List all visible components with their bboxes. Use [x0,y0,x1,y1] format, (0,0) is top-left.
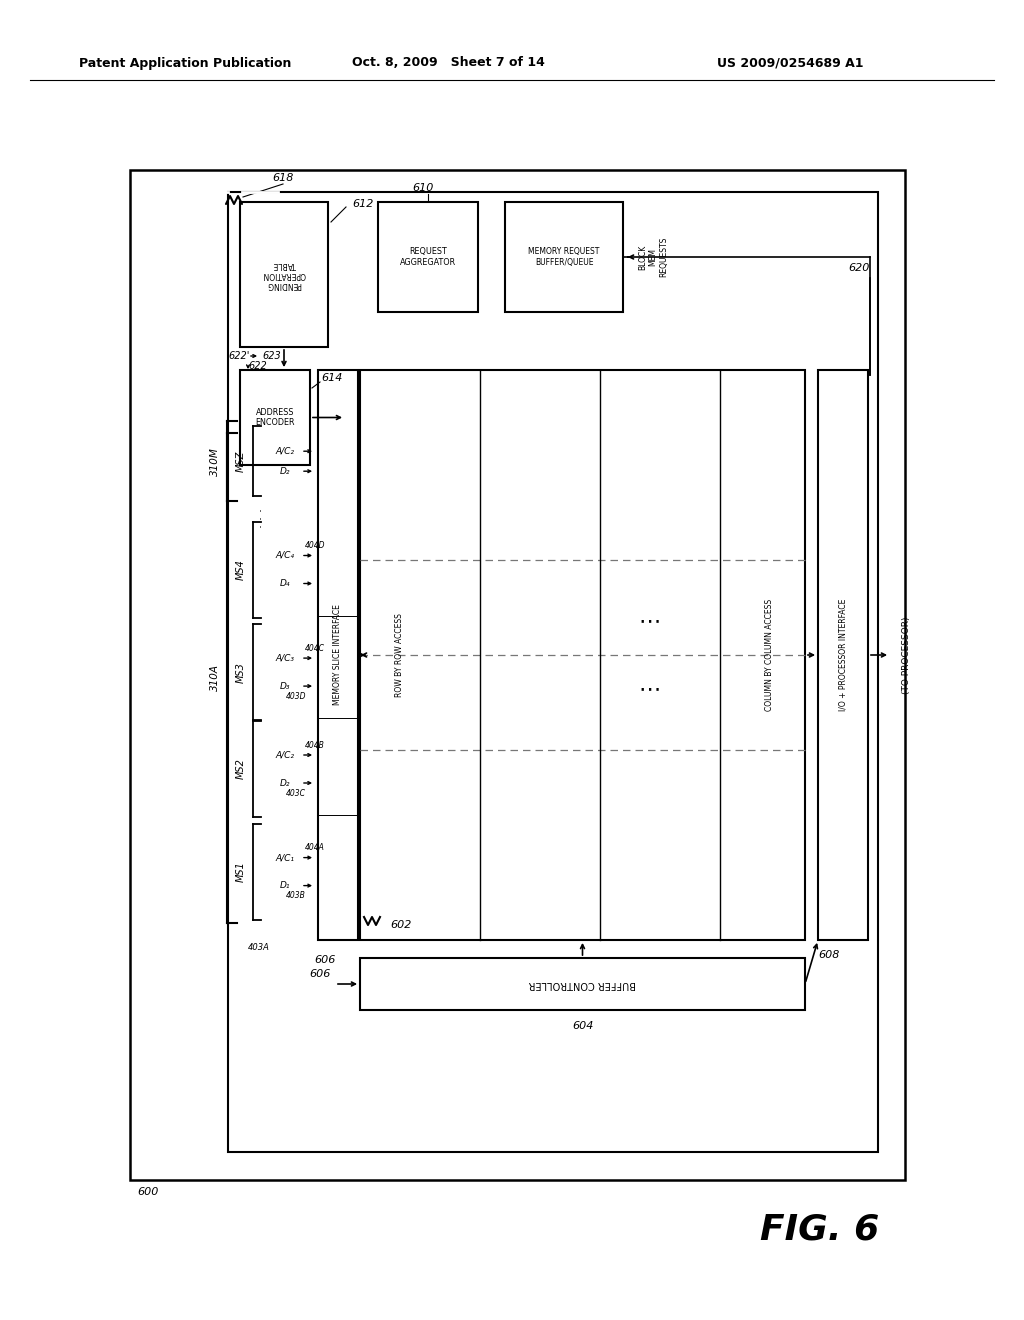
Text: MEMORY SLICE INTERFACE: MEMORY SLICE INTERFACE [334,605,342,705]
Text: 404B: 404B [305,741,325,750]
Text: REQUEST
AGGREGATOR: REQUEST AGGREGATOR [400,247,456,267]
Text: MSZ: MSZ [236,450,246,471]
Text: A/C₃: A/C₃ [275,653,295,663]
Bar [240,202,328,347]
Text: 310A: 310A [210,664,220,692]
Text: ROW BY ROW ACCESS: ROW BY ROW ACCESS [395,612,404,697]
Text: 404D: 404D [305,541,326,550]
Text: Patent Application Publication: Patent Application Publication [79,57,291,70]
Bar [360,370,805,940]
Text: 310M: 310M [210,446,220,475]
Text: 614: 614 [322,374,343,383]
Bar [378,202,478,312]
Bar [360,958,805,1010]
Text: · · ·: · · · [256,508,269,528]
Text: A/C₄: A/C₄ [275,550,295,560]
Text: (TO PROCESSOR): (TO PROCESSOR) [901,616,910,694]
Text: A/C₂: A/C₂ [275,751,295,759]
Text: 602: 602 [390,920,412,931]
Text: MEMORY REQUEST
BUFFER/QUEUE: MEMORY REQUEST BUFFER/QUEUE [528,247,600,267]
Bar [318,370,358,940]
Text: 608: 608 [818,950,840,960]
Text: 610: 610 [413,183,434,193]
Text: 612: 612 [352,199,374,209]
Text: ADDRESS
ENCODER: ADDRESS ENCODER [255,408,295,428]
Text: D₂: D₂ [280,467,290,475]
Text: US 2009/0254689 A1: US 2009/0254689 A1 [717,57,863,70]
Bar [818,370,868,940]
Text: ⋯: ⋯ [638,680,660,700]
Text: D₄: D₄ [280,579,290,587]
Text: Oct. 8, 2009   Sheet 7 of 14: Oct. 8, 2009 Sheet 7 of 14 [351,57,545,70]
Text: 403B: 403B [286,891,306,900]
Text: 404C: 404C [305,644,325,652]
Text: 604: 604 [571,1020,593,1031]
Text: 606: 606 [314,954,336,965]
Text: 623: 623 [262,351,281,360]
Text: D₂: D₂ [280,779,290,788]
Text: BLOCK
MEM
REQUESTS: BLOCK MEM REQUESTS [638,236,668,277]
Text: FIG. 6: FIG. 6 [761,1213,880,1247]
Text: BUFFER CONTROLLER: BUFFER CONTROLLER [528,979,636,989]
Text: 404A: 404A [305,843,325,853]
Bar [240,370,310,465]
Text: 618: 618 [272,173,294,183]
Text: MS4: MS4 [236,560,246,579]
Text: 403C: 403C [286,788,306,797]
Text: 622': 622' [228,351,250,360]
Text: D₁: D₁ [280,882,290,890]
Text: 403A: 403A [248,944,270,953]
Text: MS2: MS2 [236,759,246,779]
Text: MS3: MS3 [236,661,246,682]
Bar [228,191,878,1152]
Text: PENDING
OPERATION
TABLE: PENDING OPERATION TABLE [262,260,306,289]
Text: 622: 622 [248,360,266,371]
Bar [505,202,623,312]
Text: A/C₂: A/C₂ [275,446,295,455]
Text: 606: 606 [309,969,331,979]
Text: I/O + PROCESSOR INTERFACE: I/O + PROCESSOR INTERFACE [839,599,848,711]
Text: MS1: MS1 [236,861,246,882]
Text: COLUMN BY COLUMN ACCESS: COLUMN BY COLUMN ACCESS [766,599,774,711]
Text: 403D: 403D [286,692,306,701]
Text: ⋯: ⋯ [638,611,660,631]
Text: D₃: D₃ [280,681,290,690]
Text: A/C₁: A/C₁ [275,853,295,862]
Text: 620: 620 [848,263,869,273]
Text: 600: 600 [137,1187,159,1197]
Bar [130,170,905,1180]
